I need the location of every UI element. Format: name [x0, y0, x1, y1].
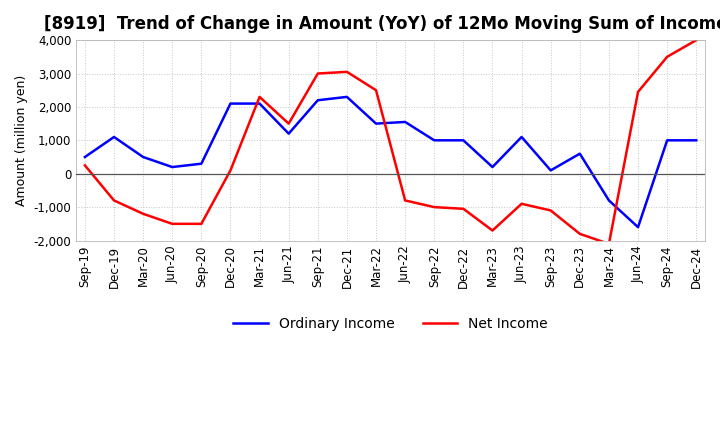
Net Income	[256, 94, 264, 99]
Net Income	[546, 208, 555, 213]
Ordinary Income	[139, 154, 148, 160]
Line: Ordinary Income: Ordinary Income	[85, 97, 696, 227]
Ordinary Income	[343, 94, 351, 99]
Net Income	[459, 206, 468, 212]
Ordinary Income	[256, 101, 264, 106]
Ordinary Income	[459, 138, 468, 143]
Ordinary Income	[430, 138, 438, 143]
Net Income	[663, 54, 672, 59]
Title: [8919]  Trend of Change in Amount (YoY) of 12Mo Moving Sum of Incomes: [8919] Trend of Change in Amount (YoY) o…	[44, 15, 720, 33]
Ordinary Income	[168, 165, 176, 170]
Net Income	[634, 89, 642, 95]
Net Income	[109, 198, 118, 203]
Ordinary Income	[546, 168, 555, 173]
Net Income	[197, 221, 206, 227]
Ordinary Income	[197, 161, 206, 166]
Line: Net Income: Net Income	[85, 40, 696, 244]
Net Income	[284, 121, 293, 126]
Ordinary Income	[605, 198, 613, 203]
Net Income	[430, 205, 438, 210]
Ordinary Income	[663, 138, 672, 143]
Legend: Ordinary Income, Net Income: Ordinary Income, Net Income	[228, 312, 554, 337]
Net Income	[401, 198, 410, 203]
Net Income	[692, 37, 701, 43]
Net Income	[372, 88, 380, 93]
Ordinary Income	[488, 165, 497, 170]
Ordinary Income	[372, 121, 380, 126]
Net Income	[168, 221, 176, 227]
Y-axis label: Amount (million yen): Amount (million yen)	[15, 75, 28, 206]
Ordinary Income	[575, 151, 584, 156]
Ordinary Income	[401, 119, 410, 125]
Ordinary Income	[634, 224, 642, 230]
Net Income	[517, 201, 526, 206]
Net Income	[81, 163, 89, 168]
Ordinary Income	[284, 131, 293, 136]
Net Income	[488, 228, 497, 233]
Ordinary Income	[109, 134, 118, 139]
Ordinary Income	[81, 154, 89, 160]
Ordinary Income	[692, 138, 701, 143]
Net Income	[605, 241, 613, 246]
Ordinary Income	[517, 134, 526, 139]
Net Income	[313, 71, 322, 76]
Ordinary Income	[313, 98, 322, 103]
Ordinary Income	[226, 101, 235, 106]
Net Income	[575, 231, 584, 236]
Net Income	[343, 69, 351, 74]
Net Income	[226, 168, 235, 173]
Net Income	[139, 211, 148, 216]
